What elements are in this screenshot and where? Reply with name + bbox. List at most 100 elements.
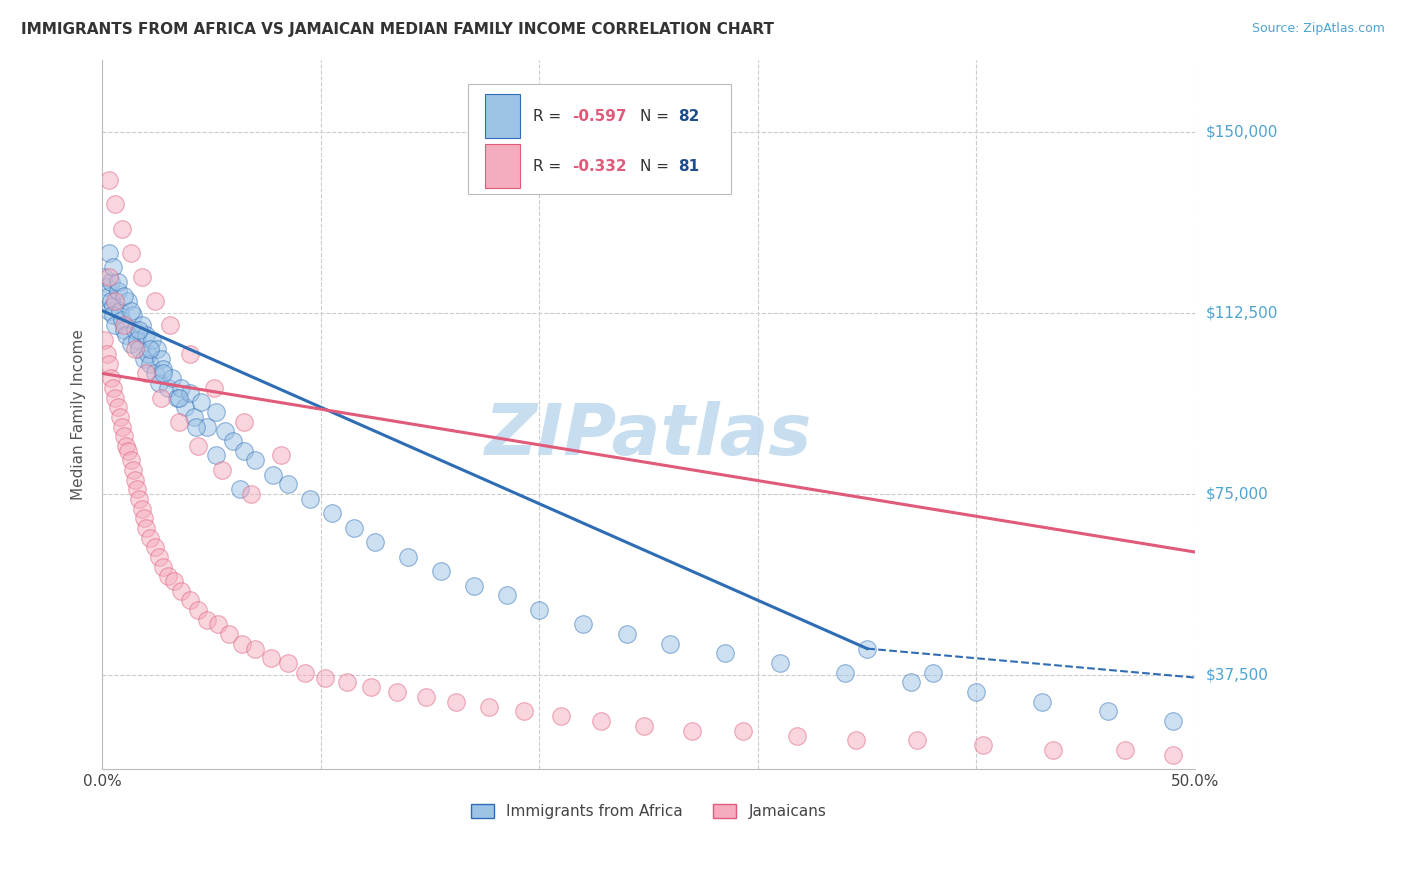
Point (104, 197, 127, 211)
Point (231, 637, 253, 651)
Point (446, 695, 468, 709)
Point (342, 521, 364, 535)
Point (387, 685, 409, 699)
FancyBboxPatch shape (485, 95, 520, 138)
Point (124, 323, 146, 337)
Point (396, 549, 419, 564)
Legend: Immigrants from Africa, Jamaicans: Immigrants from Africa, Jamaicans (465, 798, 832, 825)
Point (1031, 695, 1053, 709)
Point (120, 453, 142, 467)
Text: R =: R = (533, 159, 565, 174)
Point (131, 501, 153, 516)
Point (856, 641, 879, 656)
Point (131, 318, 153, 333)
Point (205, 449, 228, 463)
Point (845, 733, 868, 747)
Point (107, 285, 129, 299)
Text: 82: 82 (678, 109, 700, 124)
Point (170, 583, 193, 598)
Point (616, 627, 638, 641)
Point (259, 651, 281, 665)
Point (277, 477, 299, 491)
Point (143, 367, 166, 381)
Point (1161, 747, 1184, 762)
Point (239, 487, 262, 501)
Point (143, 540, 166, 554)
Point (550, 709, 572, 723)
Point (156, 381, 179, 395)
Point (633, 719, 655, 733)
Point (174, 401, 197, 415)
Point (262, 467, 284, 482)
Point (124, 343, 146, 357)
Text: 81: 81 (678, 159, 699, 174)
Point (214, 425, 236, 439)
Point (195, 613, 218, 627)
Point (135, 521, 157, 535)
Point (112, 289, 135, 303)
Point (96, 279, 118, 293)
Point (101, 299, 124, 313)
Point (1161, 714, 1184, 728)
Point (211, 463, 233, 477)
Point (117, 443, 139, 458)
Text: Source: ZipAtlas.com: Source: ZipAtlas.com (1251, 22, 1385, 36)
Point (124, 473, 146, 487)
Point (179, 593, 201, 607)
Point (101, 260, 124, 275)
Point (900, 675, 922, 690)
Point (97, 357, 120, 371)
Point (101, 309, 124, 323)
Point (167, 415, 190, 429)
Y-axis label: Median Family Income: Median Family Income (72, 329, 86, 500)
Point (121, 463, 143, 477)
Point (132, 511, 155, 525)
Point (108, 303, 131, 318)
Point (463, 579, 485, 593)
Point (294, 665, 316, 680)
Point (478, 699, 501, 714)
Text: R =: R = (533, 109, 565, 124)
Point (430, 565, 453, 579)
Text: -0.597: -0.597 (572, 109, 627, 124)
Point (659, 637, 682, 651)
Point (834, 665, 856, 680)
Point (786, 729, 808, 743)
Point (93, 333, 115, 347)
Point (529, 603, 551, 617)
Point (160, 371, 183, 385)
Point (111, 419, 134, 434)
Point (127, 483, 149, 497)
Point (97, 289, 120, 303)
Point (120, 303, 142, 318)
Point (187, 439, 209, 453)
Point (96, 347, 118, 361)
Point (146, 343, 169, 357)
Point (205, 405, 228, 419)
FancyBboxPatch shape (468, 85, 731, 194)
Point (907, 733, 929, 747)
Text: $37,500: $37,500 (1206, 667, 1270, 682)
Point (321, 507, 343, 521)
Point (179, 385, 201, 400)
Point (360, 680, 382, 694)
Point (107, 401, 129, 415)
Point (104, 391, 127, 405)
Point (132, 351, 155, 366)
Point (97, 173, 120, 187)
Point (108, 409, 131, 424)
Point (100, 275, 122, 289)
Point (148, 376, 170, 390)
Point (120, 337, 142, 351)
Point (120, 245, 142, 260)
Point (415, 690, 437, 704)
Point (714, 647, 737, 661)
Point (152, 367, 174, 381)
Text: IMMIGRANTS FROM AFRICA VS JAMAICAN MEDIAN FAMILY INCOME CORRELATION CHART: IMMIGRANTS FROM AFRICA VS JAMAICAN MEDIA… (21, 22, 775, 37)
Point (966, 685, 988, 699)
Point (139, 343, 162, 357)
Point (139, 531, 162, 545)
Point (139, 357, 162, 371)
Point (195, 419, 218, 434)
Point (167, 391, 190, 405)
